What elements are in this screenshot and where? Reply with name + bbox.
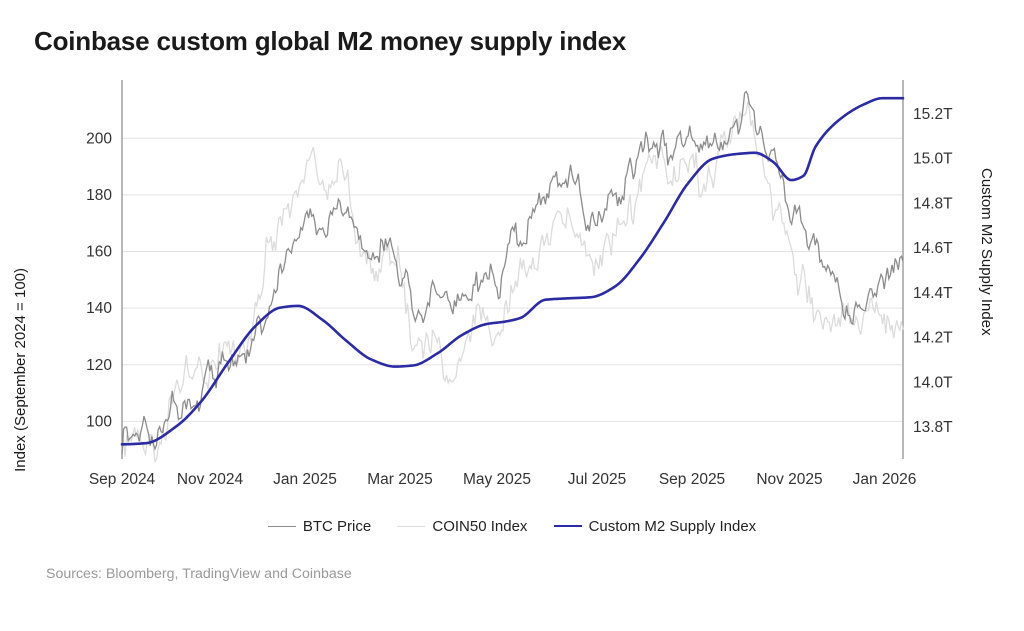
- svg-text:Sep 2024: Sep 2024: [89, 471, 156, 488]
- svg-text:15.0T: 15.0T: [913, 151, 953, 168]
- svg-text:14.2T: 14.2T: [913, 330, 953, 347]
- svg-text:May 2025: May 2025: [463, 471, 531, 488]
- svg-text:Nov 2024: Nov 2024: [177, 471, 244, 488]
- svg-text:14.8T: 14.8T: [913, 195, 953, 212]
- svg-text:14.4T: 14.4T: [913, 285, 953, 302]
- svg-text:Nov 2025: Nov 2025: [756, 471, 822, 488]
- svg-text:Jul 2025: Jul 2025: [568, 471, 627, 488]
- svg-text:13.8T: 13.8T: [913, 419, 953, 436]
- svg-text:14.0T: 14.0T: [913, 374, 953, 391]
- svg-text:100: 100: [86, 413, 112, 430]
- svg-text:160: 160: [86, 244, 112, 261]
- svg-text:14.6T: 14.6T: [913, 240, 953, 257]
- svg-text:Sep 2025: Sep 2025: [659, 471, 725, 488]
- svg-text:15.2T: 15.2T: [913, 106, 953, 123]
- svg-text:Jan 2026: Jan 2026: [853, 471, 917, 488]
- svg-text:200: 200: [86, 130, 112, 147]
- svg-text:120: 120: [86, 357, 112, 374]
- svg-text:Jan 2025: Jan 2025: [273, 471, 337, 488]
- svg-text:180: 180: [86, 187, 112, 204]
- svg-text:Mar 2025: Mar 2025: [367, 471, 432, 488]
- svg-text:140: 140: [86, 300, 112, 317]
